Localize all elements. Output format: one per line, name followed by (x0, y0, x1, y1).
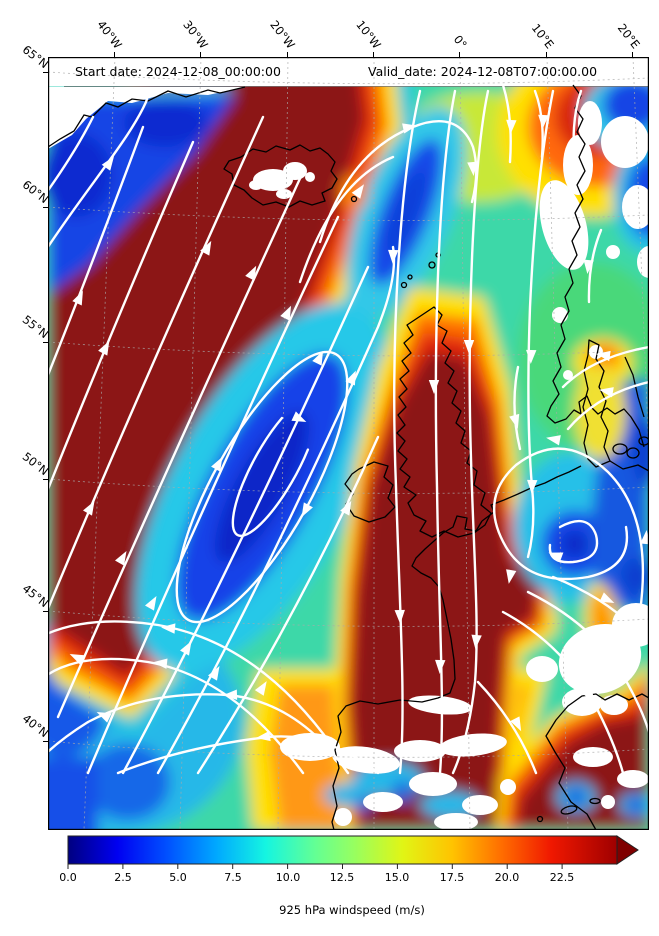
colorbar-tick-label-0: 0.0 (59, 871, 77, 884)
colorbar-tick-label-6: 15.0 (384, 871, 410, 884)
colorbar-tick-label-3: 7.5 (224, 871, 242, 884)
lat-tick (43, 342, 48, 343)
colorbar-tick-label-4: 10.0 (275, 871, 301, 884)
colorbar-tick-label-5: 12.5 (329, 871, 355, 884)
greenland-landmass (48, 86, 246, 149)
colorbar-gradient (67, 835, 618, 865)
lon-tick-label-40w: 40°W (94, 17, 125, 52)
colorbar-ticks (67, 864, 563, 869)
lat-tick (43, 741, 48, 742)
map-frame (48, 57, 649, 830)
coastlines (223, 84, 649, 830)
lat-tick-label-50n: 50°N (19, 449, 52, 479)
lon-tick-label-20w: 20°W (267, 17, 298, 52)
lon-tick-label-0: 0° (450, 32, 470, 52)
lon-tick-label-30w: 30°W (180, 17, 211, 52)
lon-tick (632, 52, 633, 57)
colorbar-label: 925 hPa windspeed (m/s) (279, 903, 425, 917)
colorbar (67, 835, 639, 869)
lat-tick (43, 611, 48, 612)
lat-tick-label-40n: 40°N (19, 711, 52, 741)
map-canvas (48, 57, 649, 830)
lon-tick (546, 52, 547, 57)
colorbar-extend-arrow (616, 835, 639, 865)
lon-tick (459, 52, 460, 57)
lon-tick-label-10w: 10°W (353, 17, 384, 52)
lat-tick-label-55n: 55°N (19, 312, 52, 342)
terrain-mask (249, 101, 649, 830)
lon-tick-label-10e: 10°E (528, 20, 557, 52)
lat-tick-label-65n: 65°N (19, 42, 52, 72)
colorbar-tick-label-9: 22.5 (549, 871, 575, 884)
colorbar-tick-label-2: 5.0 (169, 871, 187, 884)
lon-tick (114, 52, 115, 57)
start-date-label: Start date: 2024-12-08_00:00:00 (75, 64, 281, 79)
lon-tick (287, 52, 288, 57)
colorbar-tick-label-7: 17.5 (439, 871, 465, 884)
lon-tick-label-20e: 20°E (614, 20, 643, 52)
lon-tick (373, 52, 374, 57)
colorbar-tick-label-8: 20.0 (494, 871, 520, 884)
lat-tick (43, 479, 48, 480)
lat-tick (43, 207, 48, 208)
lat-tick-label-45n: 45°N (19, 581, 52, 611)
valid-date-label: Valid_date: 2024-12-08T07:00:00.00 (368, 64, 598, 79)
lat-tick-label-60n: 60°N (19, 177, 52, 207)
lon-tick (200, 52, 201, 57)
colorbar-tick-label-1: 2.5 (114, 871, 132, 884)
lat-tick (43, 72, 48, 73)
